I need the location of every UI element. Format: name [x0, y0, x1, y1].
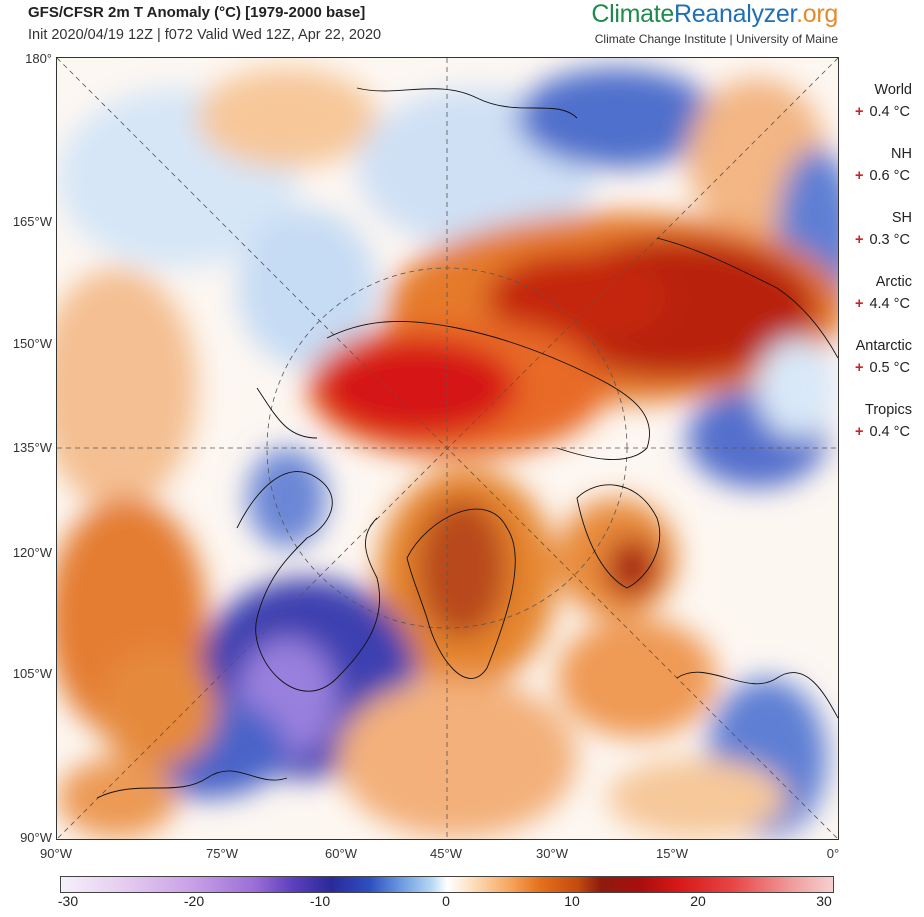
- lon-label-60w: 60°W: [325, 846, 357, 861]
- map-subtitle: Init 2020/04/19 12Z | f072 Valid Wed 12Z…: [28, 27, 382, 43]
- region-stats-panel: World +0.4 °C NH +0.6 °C SH +0.3 °C Arct…: [845, 82, 924, 466]
- lat-label-135w: 135°W: [12, 440, 52, 455]
- stat-name: World: [874, 82, 912, 98]
- brand-logo[interactable]: ClimateReanalyzer.org: [591, 0, 838, 29]
- coastlines: [96, 87, 838, 799]
- stat-name: Antarctic: [855, 338, 912, 354]
- stat-number: 0.4 °C: [869, 104, 910, 120]
- stat-sh: SH +0.3 °C: [845, 210, 924, 274]
- lat-label-90w: 90°W: [20, 830, 52, 845]
- stat-value: +0.4 °C: [845, 104, 924, 120]
- colorbar-tick: -30: [57, 893, 79, 909]
- lon-label-90w: 90°W: [40, 846, 72, 861]
- stat-tropics: Tropics +0.4 °C: [845, 402, 924, 466]
- stat-value: +0.4 °C: [845, 424, 924, 440]
- stat-value: +0.3 °C: [845, 232, 924, 248]
- plus-sign: +: [855, 296, 864, 312]
- stat-number: 0.6 °C: [869, 168, 910, 184]
- anomaly-field: [57, 68, 838, 838]
- colorbar-tick: 20: [690, 893, 706, 909]
- lon-label-45w: 45°W: [430, 846, 462, 861]
- colorbar-tick: -20: [183, 893, 205, 909]
- map-title: GFS/CFSR 2m T Anomaly (°C) [1979-2000 ba…: [28, 4, 366, 21]
- stat-name: Arctic: [875, 274, 912, 290]
- plus-sign: +: [855, 424, 864, 440]
- stat-number: 0.4 °C: [869, 424, 910, 440]
- plus-sign: +: [855, 360, 864, 376]
- lon-label-75w: 75°W: [206, 846, 238, 861]
- stat-nh: NH +0.6 °C: [845, 146, 924, 210]
- anomaly-map[interactable]: [56, 57, 839, 840]
- lon-label-0: 0°: [826, 846, 840, 861]
- stat-number: 0.3 °C: [869, 232, 910, 248]
- stat-name: Tropics: [865, 402, 912, 418]
- stat-world: World +0.4 °C: [845, 82, 924, 146]
- colorbar-tick: 0: [442, 893, 450, 909]
- stat-value: +4.4 °C: [845, 296, 924, 312]
- lat-label-165w: 165°W: [12, 214, 52, 229]
- brand-part-climate: Climate: [591, 0, 675, 28]
- plus-sign: +: [855, 104, 864, 120]
- colorbar-tick: 10: [564, 893, 580, 909]
- graticule: [57, 58, 838, 839]
- stat-number: 4.4 °C: [869, 296, 910, 312]
- lon-label-30w: 30°W: [536, 846, 568, 861]
- stat-value: +0.6 °C: [845, 168, 924, 184]
- stat-name: NH: [891, 146, 912, 162]
- lat-label-180: 180°: [25, 51, 52, 66]
- colorbar: [60, 876, 834, 893]
- colorbar-tick: -10: [309, 893, 331, 909]
- brand-part-reanalyzer: Reanalyzer: [674, 0, 797, 28]
- lat-label-120w: 120°W: [12, 545, 52, 560]
- stat-value: +0.5 °C: [845, 360, 924, 376]
- stat-number: 0.5 °C: [869, 360, 910, 376]
- stat-name: SH: [891, 210, 912, 226]
- stat-antarctic: Antarctic +0.5 °C: [845, 338, 924, 402]
- colorbar-tick: 30: [816, 893, 832, 909]
- anomaly-map-canvas: [57, 58, 838, 839]
- brand-subtitle: Climate Change Institute | University of…: [594, 32, 838, 46]
- plus-sign: +: [855, 232, 864, 248]
- brand-part-org: .org: [796, 0, 838, 28]
- lon-label-15w: 15°W: [656, 846, 688, 861]
- stat-arctic: Arctic +4.4 °C: [845, 274, 924, 338]
- lat-label-105w: 105°W: [12, 666, 52, 681]
- plus-sign: +: [855, 168, 864, 184]
- lat-label-150w: 150°W: [12, 336, 52, 351]
